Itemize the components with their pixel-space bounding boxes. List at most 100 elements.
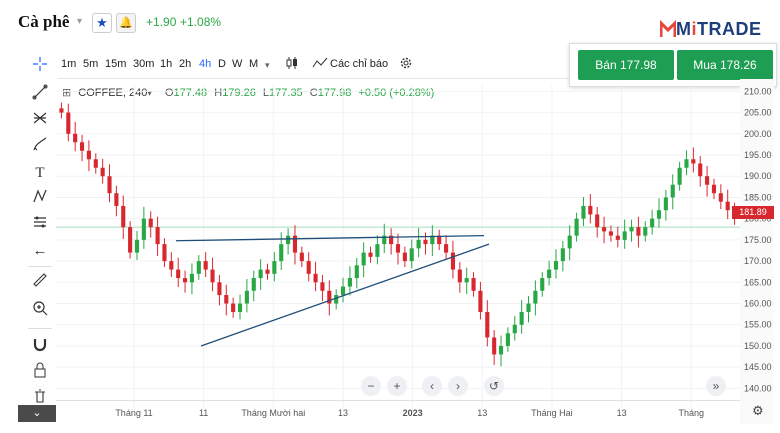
expand-legend-icon[interactable]: ⊞: [62, 87, 72, 99]
candles-icon[interactable]: [285, 56, 299, 73]
logo-accent: i: [691, 18, 698, 39]
prediction-icon[interactable]: [28, 214, 52, 236]
y-tick-label: 170.00: [744, 256, 772, 266]
candle-body: [347, 278, 352, 287]
scroll-right-button[interactable]: ›: [448, 376, 468, 396]
timeframe-2h[interactable]: 2h: [179, 58, 192, 70]
candle-body: [663, 197, 668, 211]
triangle-lower-line: [200, 243, 490, 347]
zoom-in-button[interactable]: +: [387, 376, 407, 396]
candle-body: [560, 248, 565, 262]
candle-body: [73, 133, 78, 143]
pattern-icon[interactable]: [28, 188, 52, 210]
price-change: +1.90: [146, 15, 177, 29]
candle-body: [86, 150, 91, 160]
fib-icon[interactable]: [28, 110, 52, 132]
crosshair-icon[interactable]: [28, 56, 52, 78]
candle-body: [395, 244, 401, 253]
candle-body: [306, 261, 311, 274]
candle-body: [203, 261, 208, 270]
scroll-to-realtime-button[interactable]: »: [706, 376, 726, 396]
zoom-out-button[interactable]: −: [361, 376, 381, 396]
timeframe-m[interactable]: M: [249, 58, 259, 70]
bar-change: +0.50 (+0.28%): [358, 87, 435, 99]
timeframe-30m[interactable]: 30m: [133, 58, 155, 70]
timeframe-w[interactable]: W: [232, 58, 243, 70]
candle-body: [114, 193, 119, 206]
x-tick-label: 2023: [403, 408, 423, 418]
candle-body: [100, 167, 105, 177]
candle-body: [196, 261, 201, 274]
candle-body: [217, 282, 222, 296]
candle-body: [251, 278, 256, 291]
timeframe-5m[interactable]: 5m: [83, 58, 99, 70]
candle-body: [231, 303, 236, 313]
logo-prefix: M: [676, 18, 692, 39]
timeframe-4h[interactable]: 4h: [199, 58, 212, 70]
text-icon[interactable]: T: [35, 165, 45, 181]
reset-chart-button[interactable]: ↺: [484, 376, 504, 396]
trash-icon[interactable]: [28, 388, 52, 410]
candle-body: [691, 159, 696, 164]
candle-body: [183, 278, 188, 283]
candle-body: [79, 142, 85, 151]
magnet-icon[interactable]: [28, 336, 52, 358]
chevron-down-icon[interactable]: ▾: [147, 88, 152, 98]
candle-body: [485, 312, 490, 338]
y-tick-label: 165.00: [744, 277, 772, 287]
back-arrow-icon[interactable]: ←: [32, 242, 48, 259]
candle-body: [643, 227, 648, 236]
price-chart[interactable]: 210.00205.00200.00195.00190.00185.00180.…: [56, 79, 774, 424]
brand-logo: MiTRADE: [660, 18, 762, 40]
symbol-label[interactable]: COFFEE, 240: [78, 87, 148, 99]
candle-body: [718, 193, 723, 202]
candle-body: [498, 345, 504, 355]
candle-body: [189, 273, 194, 283]
y-tick-label: 175.00: [744, 235, 772, 245]
bell-icon[interactable]: 🔔: [116, 13, 136, 33]
ruler-icon[interactable]: [28, 272, 52, 294]
indicators-icon[interactable]: [312, 56, 328, 73]
trendline-icon[interactable]: [28, 84, 52, 106]
buy-button[interactable]: Mua 178.26: [677, 50, 773, 80]
timeframe-d[interactable]: D: [218, 58, 226, 70]
candle-body: [533, 290, 538, 304]
instrument-title: Cà phê: [18, 12, 70, 31]
lock-icon[interactable]: [28, 362, 52, 384]
timeframe-15m[interactable]: 15m: [105, 58, 127, 70]
y-tick-label: 200.00: [744, 129, 772, 139]
candle-body: [265, 269, 270, 274]
candle-body: [382, 235, 387, 245]
candle-body: [368, 252, 373, 257]
indicators-button[interactable]: Các chỉ báo: [330, 58, 389, 70]
zoom-icon[interactable]: [28, 300, 52, 322]
candle-body: [176, 269, 181, 279]
candle-body: [705, 176, 710, 185]
candle-body: [711, 184, 717, 194]
candle-body: [340, 286, 346, 296]
candle-body: [677, 167, 682, 185]
candle-body: [574, 218, 579, 236]
timeframe-1h[interactable]: 1h: [160, 58, 173, 70]
candle-body: [588, 205, 593, 215]
y-tick-label: 160.00: [744, 299, 772, 309]
candle-body: [567, 235, 572, 249]
low-label: L: [262, 87, 270, 99]
chevron-down-icon[interactable]: ▾: [77, 16, 83, 27]
sell-button[interactable]: Bán 177.98: [578, 50, 674, 80]
star-icon[interactable]: ★: [92, 13, 112, 33]
candle-body: [66, 112, 71, 134]
scroll-left-button[interactable]: ‹: [422, 376, 442, 396]
candle-body: [629, 227, 634, 232]
candle-body: [684, 159, 689, 168]
candle-body: [375, 244, 380, 257]
gear-icon[interactable]: ⚙: [752, 403, 764, 418]
collapse-toolbar-button[interactable]: ⌄: [18, 405, 56, 422]
candle-body: [444, 244, 449, 253]
candle-body: [471, 278, 476, 291]
brush-icon[interactable]: [28, 136, 52, 158]
timeframe-1m[interactable]: 1m: [61, 58, 77, 70]
candle-body: [512, 324, 517, 334]
gear-icon[interactable]: [399, 56, 413, 73]
chevron-down-icon[interactable]: ▾: [265, 60, 270, 70]
